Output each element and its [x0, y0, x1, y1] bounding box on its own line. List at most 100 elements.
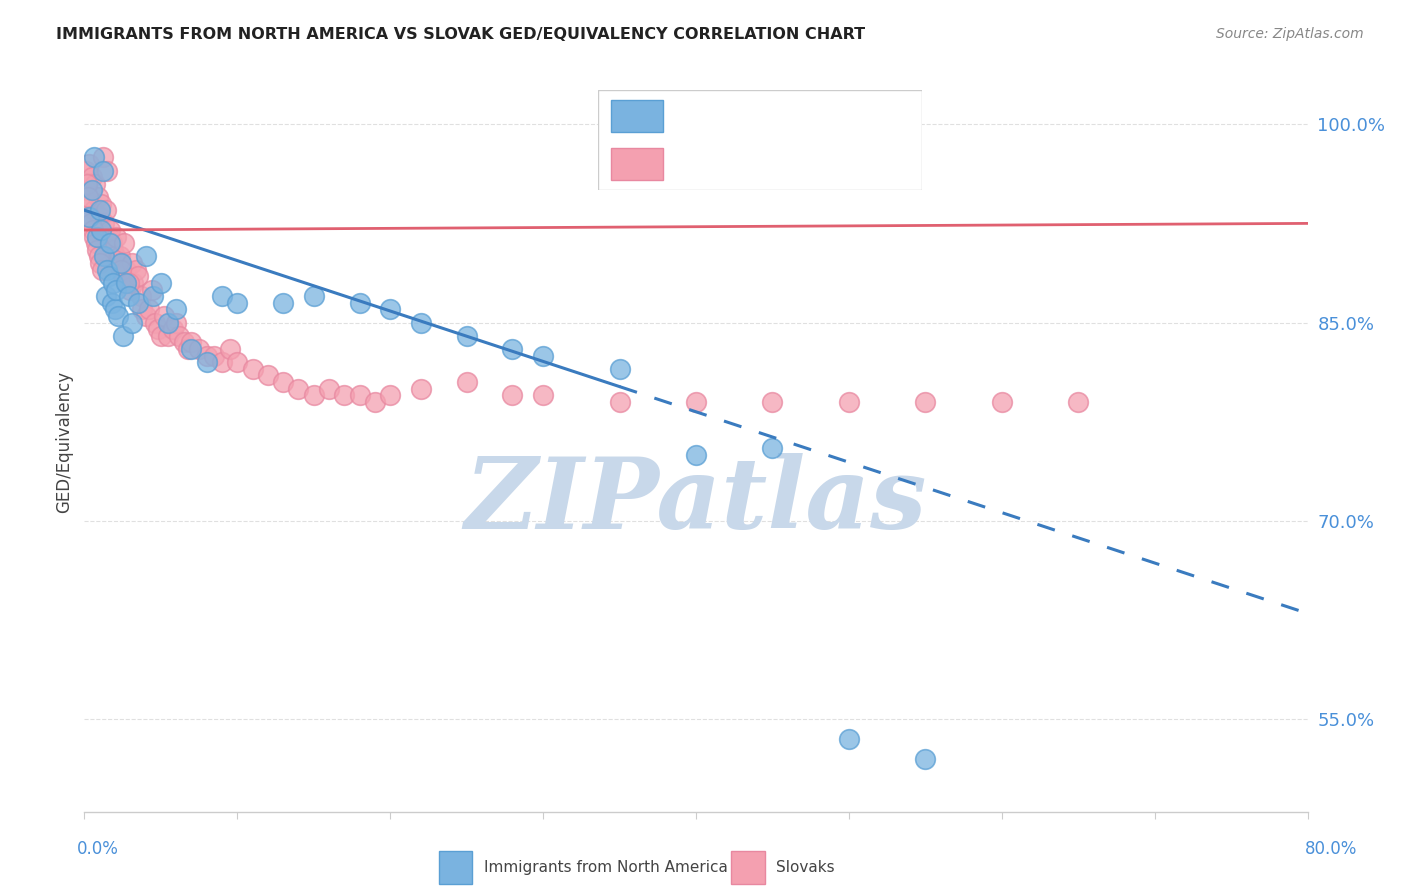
Point — [98, 236, 121, 251]
Point — [80, 183, 103, 197]
Point — [91, 163, 114, 178]
Point — [129, 289, 152, 303]
Point — [104, 302, 127, 317]
Point — [302, 388, 325, 402]
Point — [226, 295, 249, 310]
Point — [195, 355, 218, 369]
Point — [108, 250, 131, 264]
Point — [242, 361, 264, 376]
Point — [165, 316, 187, 330]
Point — [287, 382, 309, 396]
Point — [409, 382, 432, 396]
Point — [76, 177, 98, 191]
Point — [761, 441, 783, 455]
Point — [79, 196, 101, 211]
FancyBboxPatch shape — [439, 851, 472, 883]
Point — [138, 302, 160, 317]
Point — [115, 276, 138, 290]
Point — [77, 190, 100, 204]
Point — [98, 223, 121, 237]
Point — [609, 395, 631, 409]
Point — [838, 731, 860, 746]
Point — [838, 395, 860, 409]
Point — [84, 177, 107, 191]
Point — [914, 395, 936, 409]
Point — [409, 316, 432, 330]
Point — [120, 283, 142, 297]
Point — [333, 388, 356, 402]
Point — [86, 243, 108, 257]
Point — [94, 289, 117, 303]
Point — [114, 262, 136, 277]
Point — [165, 302, 187, 317]
Point — [90, 196, 112, 211]
Point — [101, 295, 124, 310]
Point — [226, 355, 249, 369]
Point — [364, 395, 387, 409]
Text: IMMIGRANTS FROM NORTH AMERICA VS SLOVAK GED/EQUIVALENCY CORRELATION CHART: IMMIGRANTS FROM NORTH AMERICA VS SLOVAK … — [56, 27, 865, 42]
Point — [80, 170, 103, 185]
Point — [127, 269, 149, 284]
Point — [121, 316, 143, 330]
Point — [121, 256, 143, 270]
FancyBboxPatch shape — [731, 851, 765, 883]
Point — [531, 388, 554, 402]
Point — [93, 216, 115, 230]
Point — [75, 163, 97, 178]
Text: 80.0%: 80.0% — [1305, 840, 1357, 858]
Point — [180, 335, 202, 350]
Point — [531, 349, 554, 363]
Point — [111, 269, 134, 284]
Point — [1067, 395, 1090, 409]
Point — [77, 157, 100, 171]
Point — [349, 388, 371, 402]
Point — [110, 256, 132, 270]
Text: Immigrants from North America: Immigrants from North America — [484, 860, 727, 875]
Point — [96, 163, 118, 178]
Text: Source: ZipAtlas.com: Source: ZipAtlas.com — [1216, 27, 1364, 41]
Point — [94, 203, 117, 218]
Point — [685, 395, 707, 409]
Point — [456, 375, 478, 389]
Point — [149, 276, 172, 290]
Point — [380, 388, 402, 402]
Point — [271, 295, 294, 310]
Point — [125, 262, 148, 277]
Point — [107, 309, 129, 323]
Point — [218, 342, 240, 356]
Point — [118, 289, 141, 303]
Point — [83, 229, 105, 244]
Point — [271, 375, 294, 389]
Point — [502, 342, 524, 356]
Point — [195, 349, 218, 363]
Point — [110, 262, 132, 277]
Point — [685, 448, 707, 462]
Point — [97, 229, 120, 244]
Point — [79, 210, 101, 224]
Point — [101, 236, 124, 251]
Point — [177, 342, 200, 356]
Point — [318, 382, 340, 396]
Point — [173, 335, 195, 350]
Point — [112, 236, 135, 251]
Point — [82, 223, 104, 237]
Point — [89, 203, 111, 218]
Point — [914, 752, 936, 766]
Point — [991, 395, 1014, 409]
Point — [761, 395, 783, 409]
Point — [380, 302, 402, 317]
Point — [91, 150, 114, 164]
Point — [105, 229, 128, 244]
Point — [302, 289, 325, 303]
Point — [149, 328, 172, 343]
Text: 0.0%: 0.0% — [77, 840, 120, 858]
Point — [87, 190, 110, 204]
Point — [86, 229, 108, 244]
Point — [142, 289, 165, 303]
Point — [89, 210, 111, 224]
Point — [146, 322, 169, 336]
Point — [211, 289, 233, 303]
Point — [122, 276, 145, 290]
Point — [502, 388, 524, 402]
Point — [456, 328, 478, 343]
